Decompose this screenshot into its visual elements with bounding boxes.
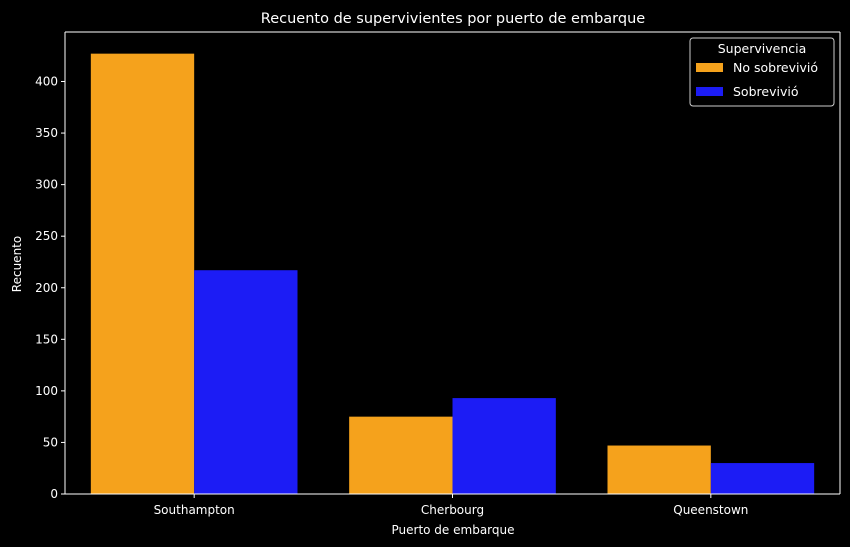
y-tick-label: 200 — [35, 281, 58, 295]
legend-title: Supervivencia — [718, 41, 807, 56]
y-tick-label: 50 — [43, 435, 58, 449]
x-tick-label-cherbourg: Cherbourg — [421, 503, 484, 517]
y-tick-label: 100 — [35, 384, 58, 398]
y-tick-label: 400 — [35, 75, 58, 89]
y-tick-label: 350 — [35, 126, 58, 140]
legend-label-sobrevivio: Sobrevivió — [733, 84, 798, 99]
legend-swatch-sobrevivio — [696, 87, 723, 96]
y-tick-label: 300 — [35, 178, 58, 192]
legend: Supervivencia No sobrevivió Sobrevivió — [689, 37, 835, 107]
bar-cherbourg-no-sobrevivio — [349, 416, 453, 494]
x-tick-label-queenstown: Queenstown — [673, 503, 748, 517]
chart-title: Recuento de supervivientes por puerto de… — [261, 11, 646, 27]
legend-swatch-no-sobrevivio — [696, 63, 723, 72]
legend-label-no-sobrevivio: No sobrevivió — [733, 60, 818, 75]
bar-queenstown-no-sobrevivio — [607, 445, 711, 494]
bar-queenstown-sobrevivio — [710, 463, 815, 494]
bar-southampton-no-sobrevivio — [90, 53, 195, 494]
x-tick-label-southampton: Southampton — [154, 503, 235, 517]
y-axis-title: Recuento — [10, 236, 24, 292]
bar-cherbourg-sobrevivio — [452, 398, 556, 494]
y-tick-label: 250 — [35, 229, 58, 243]
x-axis: Southampton Cherbourg Queenstown — [65, 31, 841, 517]
bar-southampton-sobrevivio — [194, 270, 298, 494]
x-axis-title: Puerto de embarque — [392, 523, 515, 537]
y-tick-label: 150 — [35, 332, 58, 346]
y-tick-label: 0 — [50, 487, 58, 501]
bars-group — [90, 53, 815, 494]
y-axis: 0 50 100 150 200 250 300 350 400 — [35, 32, 66, 501]
legend-box — [689, 37, 835, 107]
